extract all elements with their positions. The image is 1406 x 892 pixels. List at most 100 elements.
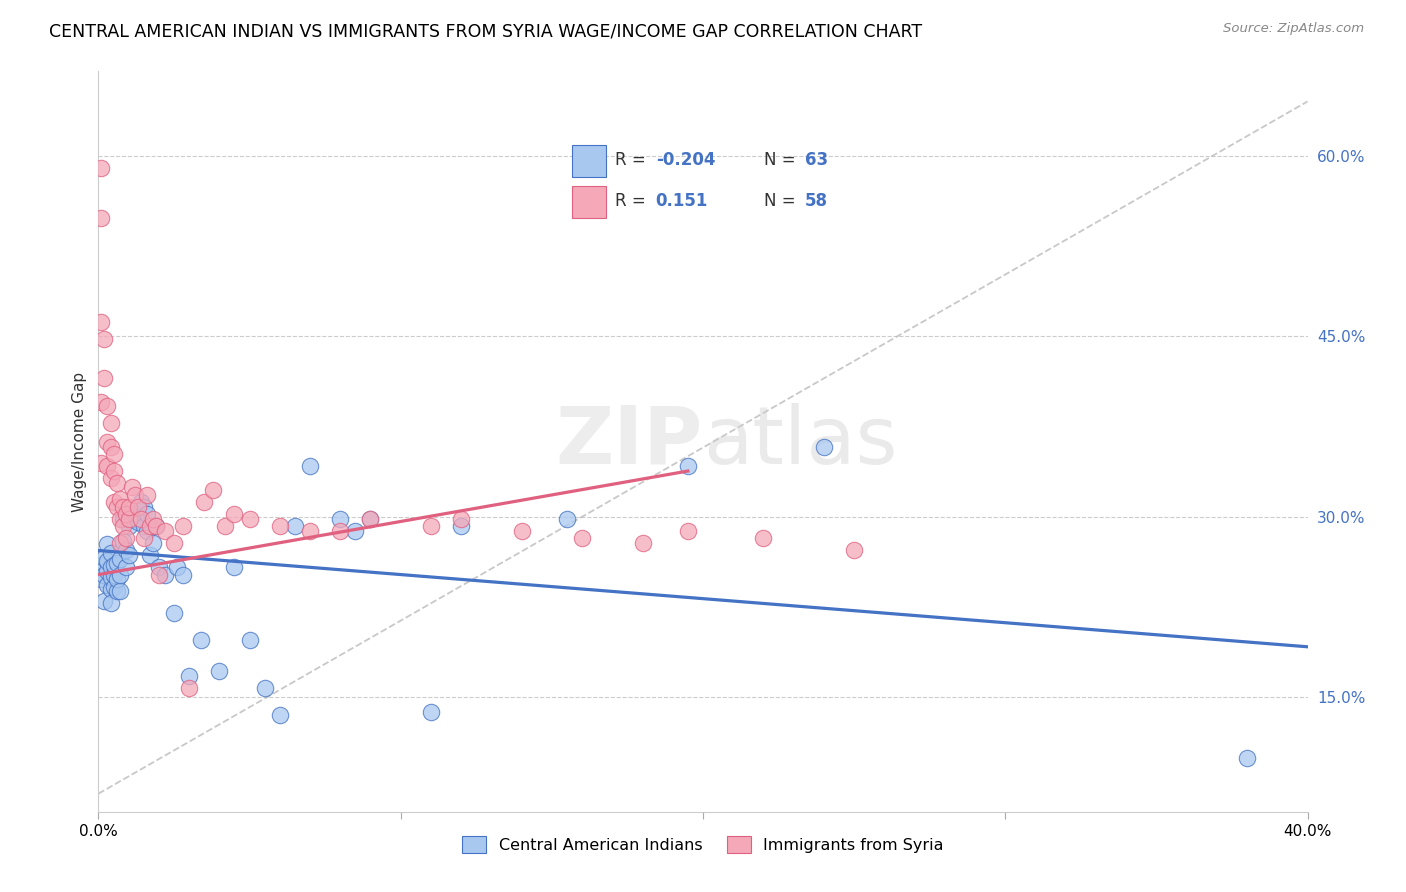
Point [153,524,176,539]
Point [153,567,176,582]
Point [118,500,141,515]
Point [142,536,165,550]
Point [127,500,149,515]
Point [224,560,246,574]
Point [103,495,125,509]
FancyBboxPatch shape [572,186,606,218]
Point [269,708,291,723]
Point [1236,750,1258,764]
Point [752,532,775,546]
Text: N =: N = [765,193,801,211]
Point [118,512,141,526]
Point [224,508,246,522]
Point [450,512,472,526]
Y-axis label: Wage/Income Gap: Wage/Income Gap [72,371,87,512]
Point [631,536,654,550]
Point [90,558,112,572]
Point [118,519,141,533]
Point [132,500,155,515]
Legend: Central American Indians, Immigrants from Syria: Central American Indians, Immigrants fro… [456,830,950,859]
Point [100,597,122,611]
Point [114,543,136,558]
Point [100,570,122,584]
Point [127,515,149,529]
Point [96,459,118,474]
Point [96,537,118,551]
Point [844,543,866,558]
Point [132,519,155,533]
Point [93,567,115,582]
Point [90,211,112,226]
Point [108,584,131,599]
Point [90,315,112,329]
Point [114,508,136,522]
Point [510,524,533,539]
Point [329,512,352,526]
Point [208,664,231,678]
Point [108,491,131,506]
Point [100,416,122,430]
Point [105,500,128,515]
Point [269,519,291,533]
Point [214,519,236,533]
Point [139,519,162,533]
Point [555,512,578,526]
Point [93,371,115,385]
Point [118,549,141,563]
Point [299,524,322,539]
Point [100,582,122,596]
Point [93,332,115,346]
Point [163,536,186,550]
Point [121,512,143,526]
Point [179,681,201,695]
Point [114,560,136,574]
Point [344,524,367,539]
Point [135,524,157,539]
Point [124,508,146,522]
Point [96,399,118,413]
Point [360,512,382,526]
Point [676,459,699,474]
Point [96,435,118,450]
Point [190,632,212,647]
Point [96,564,118,578]
Point [103,580,125,594]
Point [145,519,167,533]
Point [108,567,131,582]
Point [135,508,157,522]
Point [132,532,155,546]
Point [90,161,112,175]
Point [145,519,167,533]
Text: -0.204: -0.204 [655,152,716,169]
Text: 63: 63 [804,152,828,169]
Point [148,560,170,574]
Text: 0.151: 0.151 [655,193,709,211]
Point [284,519,307,533]
Point [450,519,472,533]
Point [139,549,162,563]
Text: Source: ZipAtlas.com: Source: ZipAtlas.com [1223,22,1364,36]
Point [93,550,115,565]
Point [148,567,170,582]
Point [108,552,131,566]
Text: atlas: atlas [703,402,897,481]
Point [239,512,262,526]
Text: N =: N = [765,152,801,169]
Point [103,464,125,478]
Point [100,471,122,485]
Point [172,519,194,533]
Point [105,476,128,491]
Point [111,500,134,515]
Point [420,519,443,533]
Point [114,532,136,546]
Text: CENTRAL AMERICAN INDIAN VS IMMIGRANTS FROM SYRIA WAGE/INCOME GAP CORRELATION CHA: CENTRAL AMERICAN INDIAN VS IMMIGRANTS FR… [49,22,922,40]
Point [124,488,146,502]
Point [329,524,352,539]
Point [103,558,125,572]
Point [96,578,118,592]
Point [90,573,112,587]
Point [108,536,131,550]
FancyBboxPatch shape [572,145,606,178]
Point [253,681,276,695]
Point [90,395,112,409]
